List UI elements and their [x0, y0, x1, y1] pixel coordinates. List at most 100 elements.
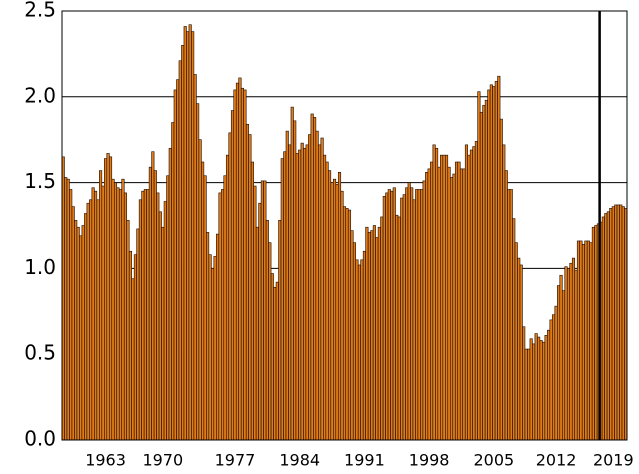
bar: [151, 151, 155, 441]
bar: [397, 216, 401, 441]
bar: [290, 106, 294, 441]
bar: [387, 189, 391, 441]
bar: [273, 286, 277, 441]
bar: [514, 242, 518, 441]
bar: [362, 250, 366, 441]
bar: [561, 290, 566, 441]
bar: [173, 89, 177, 441]
bar: [457, 161, 461, 441]
bar: [168, 147, 172, 441]
bar: [123, 192, 128, 441]
y-tick-label: 1.0: [24, 255, 56, 279]
bar: [303, 147, 307, 441]
bar: [445, 154, 449, 441]
bar: [447, 166, 451, 441]
bar: [84, 213, 88, 441]
bar: [415, 189, 419, 441]
bar: [464, 144, 469, 441]
bar: [352, 242, 357, 441]
bar: [81, 225, 85, 441]
bar: [330, 182, 334, 441]
bar: [220, 189, 225, 441]
x-tick-label: 2005: [473, 451, 514, 470]
bar: [571, 257, 576, 441]
bar: [74, 220, 78, 441]
y-tick-label: 0.5: [24, 341, 56, 365]
bar: [156, 192, 160, 441]
bar: [392, 187, 396, 441]
bar: [355, 259, 359, 441]
bar: [101, 185, 105, 441]
bar: [400, 197, 404, 441]
bar: [153, 170, 157, 441]
y-tick-label: 2.0: [24, 83, 56, 107]
bar: [320, 137, 324, 441]
bar: [198, 139, 202, 441]
bar: [211, 268, 215, 441]
bar: [193, 74, 197, 441]
bar: [385, 192, 389, 441]
bar: [417, 189, 421, 441]
bar: [586, 240, 590, 441]
bar: [223, 175, 227, 441]
bar: [576, 240, 581, 441]
bar: [581, 244, 585, 441]
bar: [235, 82, 240, 441]
bar: [430, 161, 434, 441]
bar: [293, 120, 297, 441]
bar: [591, 226, 595, 441]
bar: [564, 266, 568, 441]
bar: [295, 153, 299, 441]
bar: [557, 285, 561, 441]
bar: [442, 154, 446, 441]
bar: [99, 170, 103, 441]
bar: [108, 156, 113, 441]
bar: [91, 187, 95, 441]
bar: [260, 180, 264, 441]
bar: [275, 281, 279, 441]
bar: [504, 170, 508, 441]
bar: [482, 105, 486, 441]
bar: [113, 182, 118, 441]
bar: [606, 211, 610, 441]
bar: [462, 168, 466, 441]
bar: [178, 60, 182, 441]
bar: [230, 110, 235, 441]
bar: [66, 178, 70, 441]
bar: [432, 144, 436, 441]
bar: [537, 336, 541, 441]
bar: [539, 340, 543, 441]
bar: [347, 209, 352, 441]
bar: [76, 226, 80, 441]
bar: [191, 31, 195, 441]
bar: [283, 151, 287, 441]
bar: [208, 254, 212, 441]
bar: [512, 218, 516, 441]
bar: [181, 45, 185, 441]
bar: [121, 178, 125, 441]
bar-layer: [61, 24, 628, 441]
bar: [163, 201, 167, 441]
bar: [449, 177, 454, 441]
bar: [614, 204, 618, 441]
bar: [547, 329, 551, 441]
bar: [499, 118, 503, 441]
bar: [524, 348, 528, 441]
bar: [183, 26, 187, 441]
bar: [517, 257, 521, 441]
bar: [315, 130, 319, 441]
bar: [566, 268, 571, 441]
bar: [255, 226, 259, 441]
bar: [420, 189, 424, 441]
bar: [337, 172, 342, 441]
bar: [522, 326, 526, 441]
bar: [484, 99, 488, 441]
bar: [288, 144, 292, 441]
bar: [278, 220, 282, 441]
bar: [407, 182, 411, 441]
bar: [360, 259, 364, 441]
bar: [527, 348, 531, 441]
bar: [335, 184, 339, 441]
bar: [146, 189, 150, 441]
